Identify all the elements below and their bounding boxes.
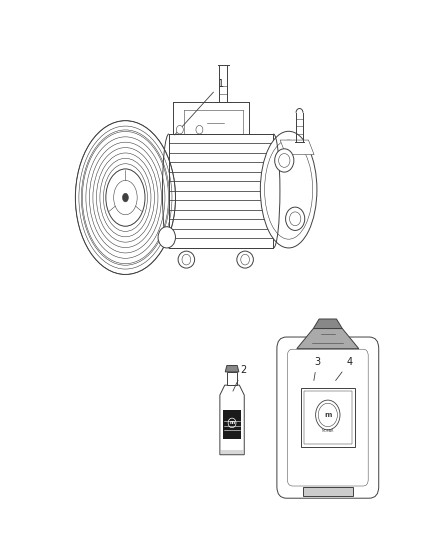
FancyBboxPatch shape [277,337,379,498]
Circle shape [241,254,250,265]
Text: m: m [324,412,332,418]
Circle shape [286,207,305,230]
Text: m: m [230,419,235,425]
Text: MOPAR: MOPAR [321,429,334,433]
Polygon shape [280,140,314,155]
Circle shape [182,254,191,265]
Bar [301,389,355,447]
Bar [304,392,352,444]
Ellipse shape [123,193,128,202]
Ellipse shape [260,131,317,248]
Ellipse shape [237,251,253,268]
Circle shape [316,400,340,430]
Bar [223,410,241,439]
Circle shape [158,227,176,248]
Polygon shape [227,372,237,385]
Circle shape [196,125,203,134]
Circle shape [177,125,184,134]
Text: 4: 4 [336,357,353,381]
Polygon shape [313,319,342,328]
Polygon shape [297,328,359,349]
Bar [303,487,353,496]
Circle shape [275,149,294,172]
Text: 3: 3 [314,357,320,381]
Polygon shape [220,385,244,455]
Text: 1: 1 [175,78,224,135]
Polygon shape [169,134,273,248]
Polygon shape [225,366,239,372]
Ellipse shape [178,251,194,268]
Ellipse shape [106,169,145,226]
Text: 2: 2 [233,365,246,391]
